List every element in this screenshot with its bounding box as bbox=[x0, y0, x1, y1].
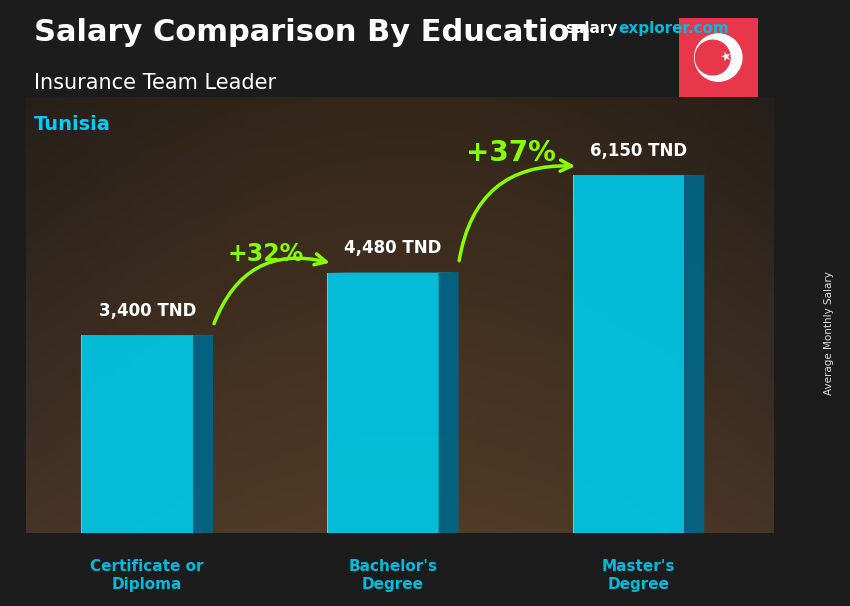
Text: salary: salary bbox=[565, 21, 618, 36]
Text: 4,480 TND: 4,480 TND bbox=[344, 239, 441, 257]
Text: Bachelor's
Degree: Bachelor's Degree bbox=[348, 559, 437, 592]
Polygon shape bbox=[439, 272, 459, 533]
Polygon shape bbox=[193, 335, 213, 533]
Text: Certificate or
Diploma: Certificate or Diploma bbox=[90, 559, 204, 592]
Polygon shape bbox=[684, 175, 705, 533]
Text: +32%: +32% bbox=[228, 242, 303, 266]
Circle shape bbox=[695, 40, 730, 75]
Polygon shape bbox=[82, 336, 193, 533]
Text: Master's
Degree: Master's Degree bbox=[602, 559, 675, 592]
Text: +37%: +37% bbox=[466, 139, 556, 167]
Text: Average Monthly Salary: Average Monthly Salary bbox=[824, 271, 834, 395]
Text: 3,400 TND: 3,400 TND bbox=[99, 302, 196, 320]
Polygon shape bbox=[573, 176, 684, 533]
Text: Insurance Team Leader: Insurance Team Leader bbox=[34, 73, 276, 93]
Text: Salary Comparison By Education: Salary Comparison By Education bbox=[34, 18, 591, 47]
Text: Tunisia: Tunisia bbox=[34, 115, 110, 134]
Text: ★: ★ bbox=[719, 50, 734, 65]
FancyBboxPatch shape bbox=[679, 18, 757, 97]
Circle shape bbox=[694, 34, 742, 81]
Text: 6,150 TND: 6,150 TND bbox=[590, 142, 687, 160]
Polygon shape bbox=[327, 273, 439, 533]
Text: explorer.com: explorer.com bbox=[618, 21, 728, 36]
